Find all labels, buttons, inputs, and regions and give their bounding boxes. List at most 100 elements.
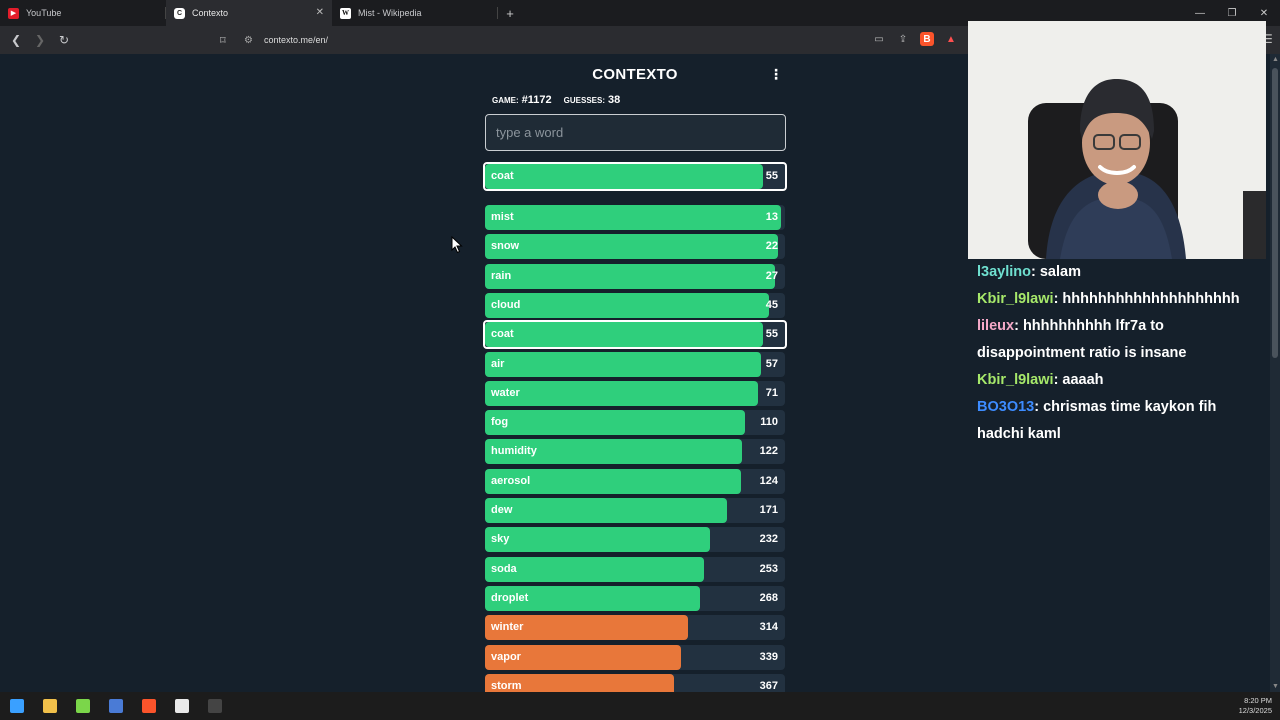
back-icon[interactable]: ❮ [10,33,22,47]
brave-browser-icon-glyph [141,699,156,713]
address-bar[interactable]: ⌑ ⚙ contexto.me/en/ [220,29,965,51]
guess-row: storm 367 [485,673,785,692]
guess-word: dew [491,504,513,516]
guess-rank: 71 [765,386,778,399]
close-tab-icon[interactable]: ✕ [315,7,324,18]
guess-bar [485,615,688,641]
guess-bar [485,205,781,230]
green-app-icon[interactable] [66,692,99,720]
page-scrollbar[interactable]: ▲ ▼ [1270,54,1280,692]
chat-colon: : [1053,372,1063,388]
tab-separator [497,7,498,19]
guess-row: water 71 [485,380,785,406]
chat-username: BO3O13 [977,399,1035,415]
chat-username: l3aylino [977,264,1031,280]
site-settings-icon[interactable]: ⚙ [244,34,253,46]
guess-row: mist 13 [485,205,785,230]
guess-row: soda 253 [485,556,785,582]
guess-row: droplet 268 [485,585,785,611]
mouse-cursor-icon [451,236,463,254]
more-options-icon[interactable]: ⋮ [769,66,783,82]
tab-contexto[interactable]: C Contexto ✕ [166,0,332,26]
system-clock[interactable]: 8:20 PM 12/3/2025 [1239,696,1272,716]
last-guess-word: coat [491,170,514,182]
tab-bar: ▶ YouTube C Contexto ✕ W Mist - Wikipedi… [0,0,1280,26]
reader-mode-icon[interactable]: ▭ [874,33,884,45]
guess-bar [485,263,775,289]
guess-word: droplet [491,591,529,604]
app-icon[interactable] [99,692,132,720]
close-window-icon[interactable]: ✕ [1259,7,1269,19]
forward-icon[interactable]: ❯ [34,33,46,47]
youtube-icon: ▶ [8,7,19,19]
guess-rank: 57 [765,357,778,370]
streamer-image [968,21,1266,259]
guess-word: winter [491,621,524,634]
scroll-up-icon[interactable]: ▲ [1272,56,1279,63]
chat-text: salam [1039,264,1081,280]
taskbar-icons [0,692,231,720]
scroll-down-icon[interactable]: ▼ [1272,683,1279,690]
chat-username: Kbir_l9lawi [977,372,1054,388]
obs-icon[interactable] [198,692,231,720]
guess-row: fog 110 [485,410,785,436]
clock-time: 8:20 PM [1244,696,1272,705]
guess-word: sky [491,533,510,546]
file-explorer-icon[interactable] [33,692,66,720]
minimize-icon[interactable]: — [1195,7,1205,19]
chat-text: hhhhhhhhhh lfr7a to disappointment ratio… [977,318,1187,361]
guess-rank: 171 [759,504,778,516]
wikipedia-icon: W [340,7,351,19]
scrollbar-thumb[interactable] [1272,68,1278,358]
guess-bar [485,644,681,670]
browser-menu-icon[interactable]: ☰ [1262,32,1273,46]
chat-text: chrismas time kaykon fih hadchi kaml [977,399,1217,442]
chat-username: lileux [977,318,1015,334]
share-icon[interactable]: ⇪ [898,33,908,45]
url-text[interactable]: contexto.me/en/ [264,35,329,45]
guess-bar [485,322,763,348]
guess-row: coat 55 [483,320,787,350]
chat-message: Kbir_l9lawi: hhhhhhhhhhhhhhhhhhhh [977,286,1262,313]
tab-title: YouTube [26,8,62,18]
brave-rewards-icon[interactable]: ▲ [946,33,956,45]
guess-word: soda [491,562,517,575]
guess-row: dew 171 [485,498,785,523]
guess-row: humidity 122 [485,439,785,465]
guess-bar [485,468,741,494]
guess-word: vapor [491,650,521,663]
last-guess-row: coat 55 [483,162,787,191]
guess-rank: 124 [759,474,778,487]
guess-word: storm [491,679,522,692]
guess-rank: 27 [765,269,778,282]
guess-word: humidity [491,445,537,458]
guess-word: rain [491,269,512,282]
game-number: #1172 [521,94,552,106]
tab-separator [165,7,166,19]
clock-date: 12/3/2025 [1238,706,1272,715]
guess-word: cloud [491,298,521,311]
new-tab-button[interactable]: + [506,5,514,21]
guess-rank: 268 [759,591,778,604]
chrome-icon[interactable] [165,692,198,720]
brave-browser-icon[interactable] [132,692,165,720]
tab-title: Contexto [192,8,229,18]
guess-row: vapor 339 [485,644,785,670]
tab-wikipedia[interactable]: W Mist - Wikipedia [332,0,498,26]
guess-bar [485,410,745,436]
guess-word: snow [491,240,520,253]
restore-icon[interactable]: ❐ [1227,7,1237,19]
bookmark-icon[interactable]: ⌑ [220,34,226,47]
contexto-icon: C [174,7,185,19]
windows-start-icon[interactable] [0,692,33,720]
word-input[interactable] [485,114,786,151]
brave-shields-icon[interactable]: B [920,32,934,46]
guess-rank: 22 [765,240,778,253]
guess-row: air 57 [485,351,785,377]
guess-word: water [491,386,520,399]
reload-icon[interactable]: ↻ [58,33,70,47]
tab-youtube[interactable]: ▶ YouTube [0,0,166,26]
guess-bar [485,527,710,553]
last-guess-rank: 55 [765,170,778,182]
